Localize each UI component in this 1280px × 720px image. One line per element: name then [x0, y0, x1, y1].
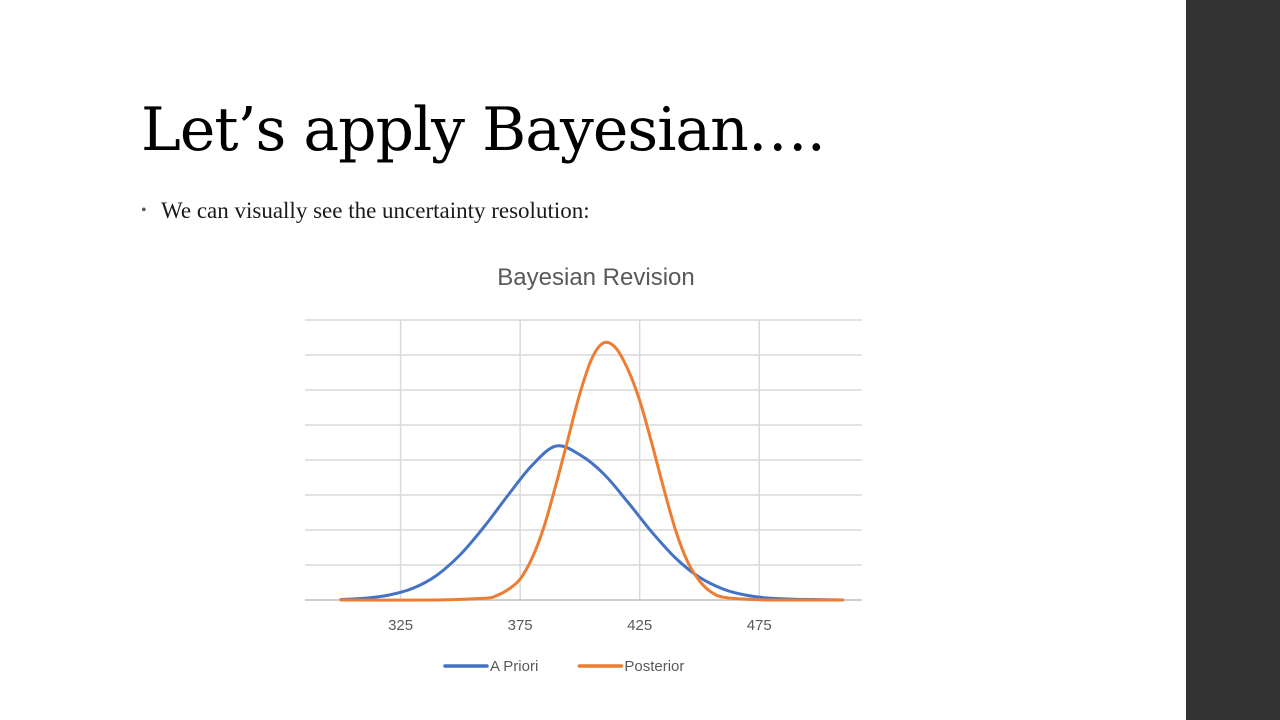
chart-title: Bayesian Revision: [497, 264, 694, 291]
bullet-text: We can visually see the uncertainty reso…: [161, 198, 590, 223]
chart-svg: Bayesian Revision 325 375 425 475 A Priori P…: [305, 264, 862, 675]
slide-title: Let’s apply Bayesian….: [141, 95, 826, 165]
bullet-dot-icon: •: [141, 202, 147, 219]
series-layer: [339, 340, 845, 602]
series-line-posterior: [339, 340, 845, 602]
bullet-list: • We can visually see the uncertainty re…: [141, 196, 590, 226]
series-line-a-priori: [339, 444, 845, 602]
x-tick-label: 325: [388, 617, 413, 634]
bullet-item: • We can visually see the uncertainty re…: [141, 196, 590, 226]
x-tick-label: 375: [508, 617, 533, 634]
x-tick-label: 475: [747, 617, 772, 634]
x-tick-label: 425: [627, 617, 652, 634]
x-tick-layer: 325 375 425 475: [388, 617, 772, 634]
legend-label-posterior: Posterior: [624, 658, 684, 675]
legend-label-a-priori: A Priori: [490, 658, 538, 675]
bayesian-revision-chart: Bayesian Revision 325 375 425 475 A Priori P…: [270, 250, 890, 690]
grid-layer: [305, 319, 862, 601]
slide: Let’s apply Bayesian…. • We can visually…: [141, 95, 890, 690]
chart-legend: A Priori Posterior: [443, 658, 684, 675]
side-bar: [1186, 0, 1280, 720]
